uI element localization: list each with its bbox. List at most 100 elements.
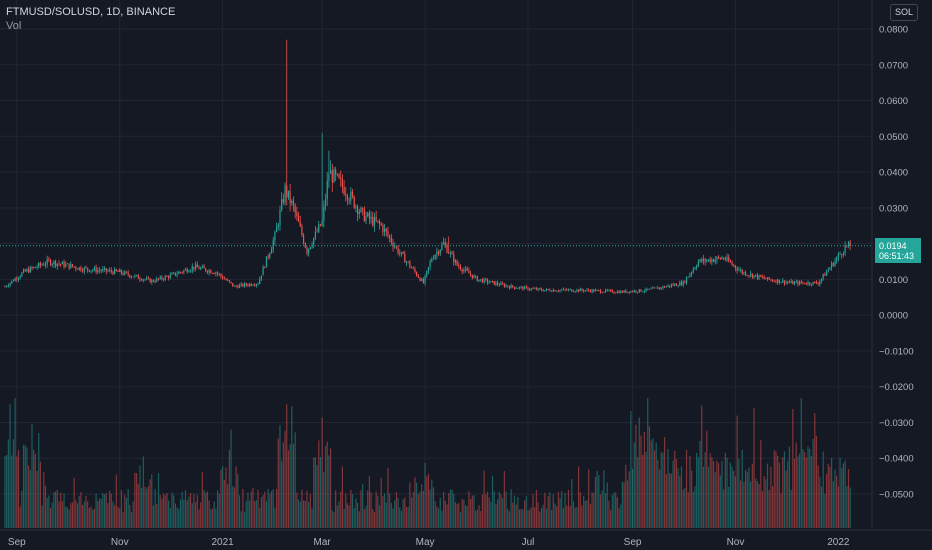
volume-bar xyxy=(446,504,448,528)
volume-bar xyxy=(770,466,772,528)
candle-body xyxy=(34,267,36,268)
volume-bar xyxy=(456,504,458,528)
candle-body xyxy=(51,264,53,265)
candle-body xyxy=(218,273,220,275)
volume-bar xyxy=(432,487,435,528)
volume-bar xyxy=(130,512,133,528)
volume-bar xyxy=(247,492,249,528)
volume-bar xyxy=(378,505,381,528)
symbol-title[interactable]: FTMUSD/SOLUSD, 1D, BINANCE xyxy=(6,6,176,18)
volume-bar xyxy=(16,456,18,528)
volume-bar xyxy=(711,457,713,528)
candle-body xyxy=(723,258,725,259)
volume-bar xyxy=(191,503,193,528)
volume-bar xyxy=(802,449,804,528)
volume-bar xyxy=(697,457,699,528)
candle-body xyxy=(362,207,364,210)
volume-bar xyxy=(233,487,236,528)
volume-bar xyxy=(107,503,109,528)
candle-body xyxy=(309,247,311,249)
candle-body xyxy=(549,289,551,292)
candle-body xyxy=(812,281,814,285)
candle-body xyxy=(684,281,686,283)
volume-bar xyxy=(616,497,618,528)
volume-bar xyxy=(535,489,537,528)
volume-bar xyxy=(227,484,229,528)
candle-body xyxy=(662,286,664,289)
volume-bar xyxy=(109,490,111,528)
candle-body xyxy=(567,289,570,291)
candle-body xyxy=(502,283,504,285)
price-axis-tick: −0.0400 xyxy=(879,454,914,465)
candle-body xyxy=(562,289,564,290)
volume-bar xyxy=(216,490,219,528)
volume-bar xyxy=(112,501,114,528)
volume-bar xyxy=(56,489,58,528)
candle-body xyxy=(443,242,445,245)
candle-body xyxy=(537,288,539,290)
candle-body xyxy=(191,266,193,271)
candle-body xyxy=(739,269,742,271)
candle-body xyxy=(493,281,495,285)
volume-bar xyxy=(714,471,716,528)
candle-body xyxy=(551,291,553,292)
candle-body xyxy=(603,291,605,293)
volume-bar xyxy=(454,502,457,528)
chart-legend: FTMUSD/SOLUSD, 1D, BINANCE Vol xyxy=(6,5,175,33)
volume-bar xyxy=(815,436,818,528)
candle-body xyxy=(470,273,472,275)
volume-bar xyxy=(392,508,394,528)
volume-bar xyxy=(755,478,757,528)
volume-bar xyxy=(189,493,192,528)
candle-body xyxy=(397,247,399,254)
volume-bar xyxy=(210,509,212,528)
candle-body xyxy=(449,252,451,254)
candle-body xyxy=(95,267,97,273)
candle-body xyxy=(385,228,387,232)
candle-body xyxy=(473,275,475,278)
candle-body xyxy=(777,279,779,283)
volume-bar xyxy=(11,455,13,528)
volume-bar xyxy=(12,439,15,528)
candle-body xyxy=(345,194,347,196)
candle-body xyxy=(308,248,310,254)
volume-bar xyxy=(173,495,175,528)
volume-bar xyxy=(792,408,794,528)
candle-body xyxy=(98,270,101,271)
candle-body xyxy=(162,278,165,280)
volume-bar xyxy=(395,492,397,528)
candle-body xyxy=(109,269,111,271)
candle-body xyxy=(127,272,129,275)
volume-bar xyxy=(748,467,750,528)
volume-bar xyxy=(303,500,305,528)
volume-bar xyxy=(382,496,384,528)
candle-body xyxy=(510,285,512,289)
currency-unit-button[interactable]: SOL xyxy=(890,4,918,21)
volume-bar xyxy=(625,464,627,528)
volume-bar xyxy=(83,501,85,528)
price-axis[interactable]: 0.08000.07000.06000.05000.04000.03000.02… xyxy=(0,0,932,531)
volume-bar xyxy=(834,469,836,528)
volume-bar xyxy=(723,489,725,528)
volume-bar xyxy=(243,512,246,528)
candle-body xyxy=(657,287,659,289)
volume-bar xyxy=(557,492,559,528)
candle-body xyxy=(159,276,161,279)
volume-bar xyxy=(841,467,843,528)
time-axis-tick: Nov xyxy=(111,537,129,548)
volume-bar xyxy=(330,448,332,528)
volume-label[interactable]: Vol xyxy=(6,20,22,32)
candle-body xyxy=(579,288,581,292)
volume-bar xyxy=(687,492,689,528)
candle-body xyxy=(38,263,40,268)
candle-body xyxy=(178,272,180,275)
volume-bar xyxy=(152,505,155,528)
candle-body xyxy=(93,267,96,270)
candle-body xyxy=(12,280,15,282)
candle-body xyxy=(171,273,173,275)
volume-bar xyxy=(739,480,742,528)
time-axis[interactable]: Sep Nov 2021 Mar May Jul Sep Nov 2022 xyxy=(8,537,850,548)
volume-bar xyxy=(277,438,279,528)
candle-body xyxy=(61,261,63,265)
